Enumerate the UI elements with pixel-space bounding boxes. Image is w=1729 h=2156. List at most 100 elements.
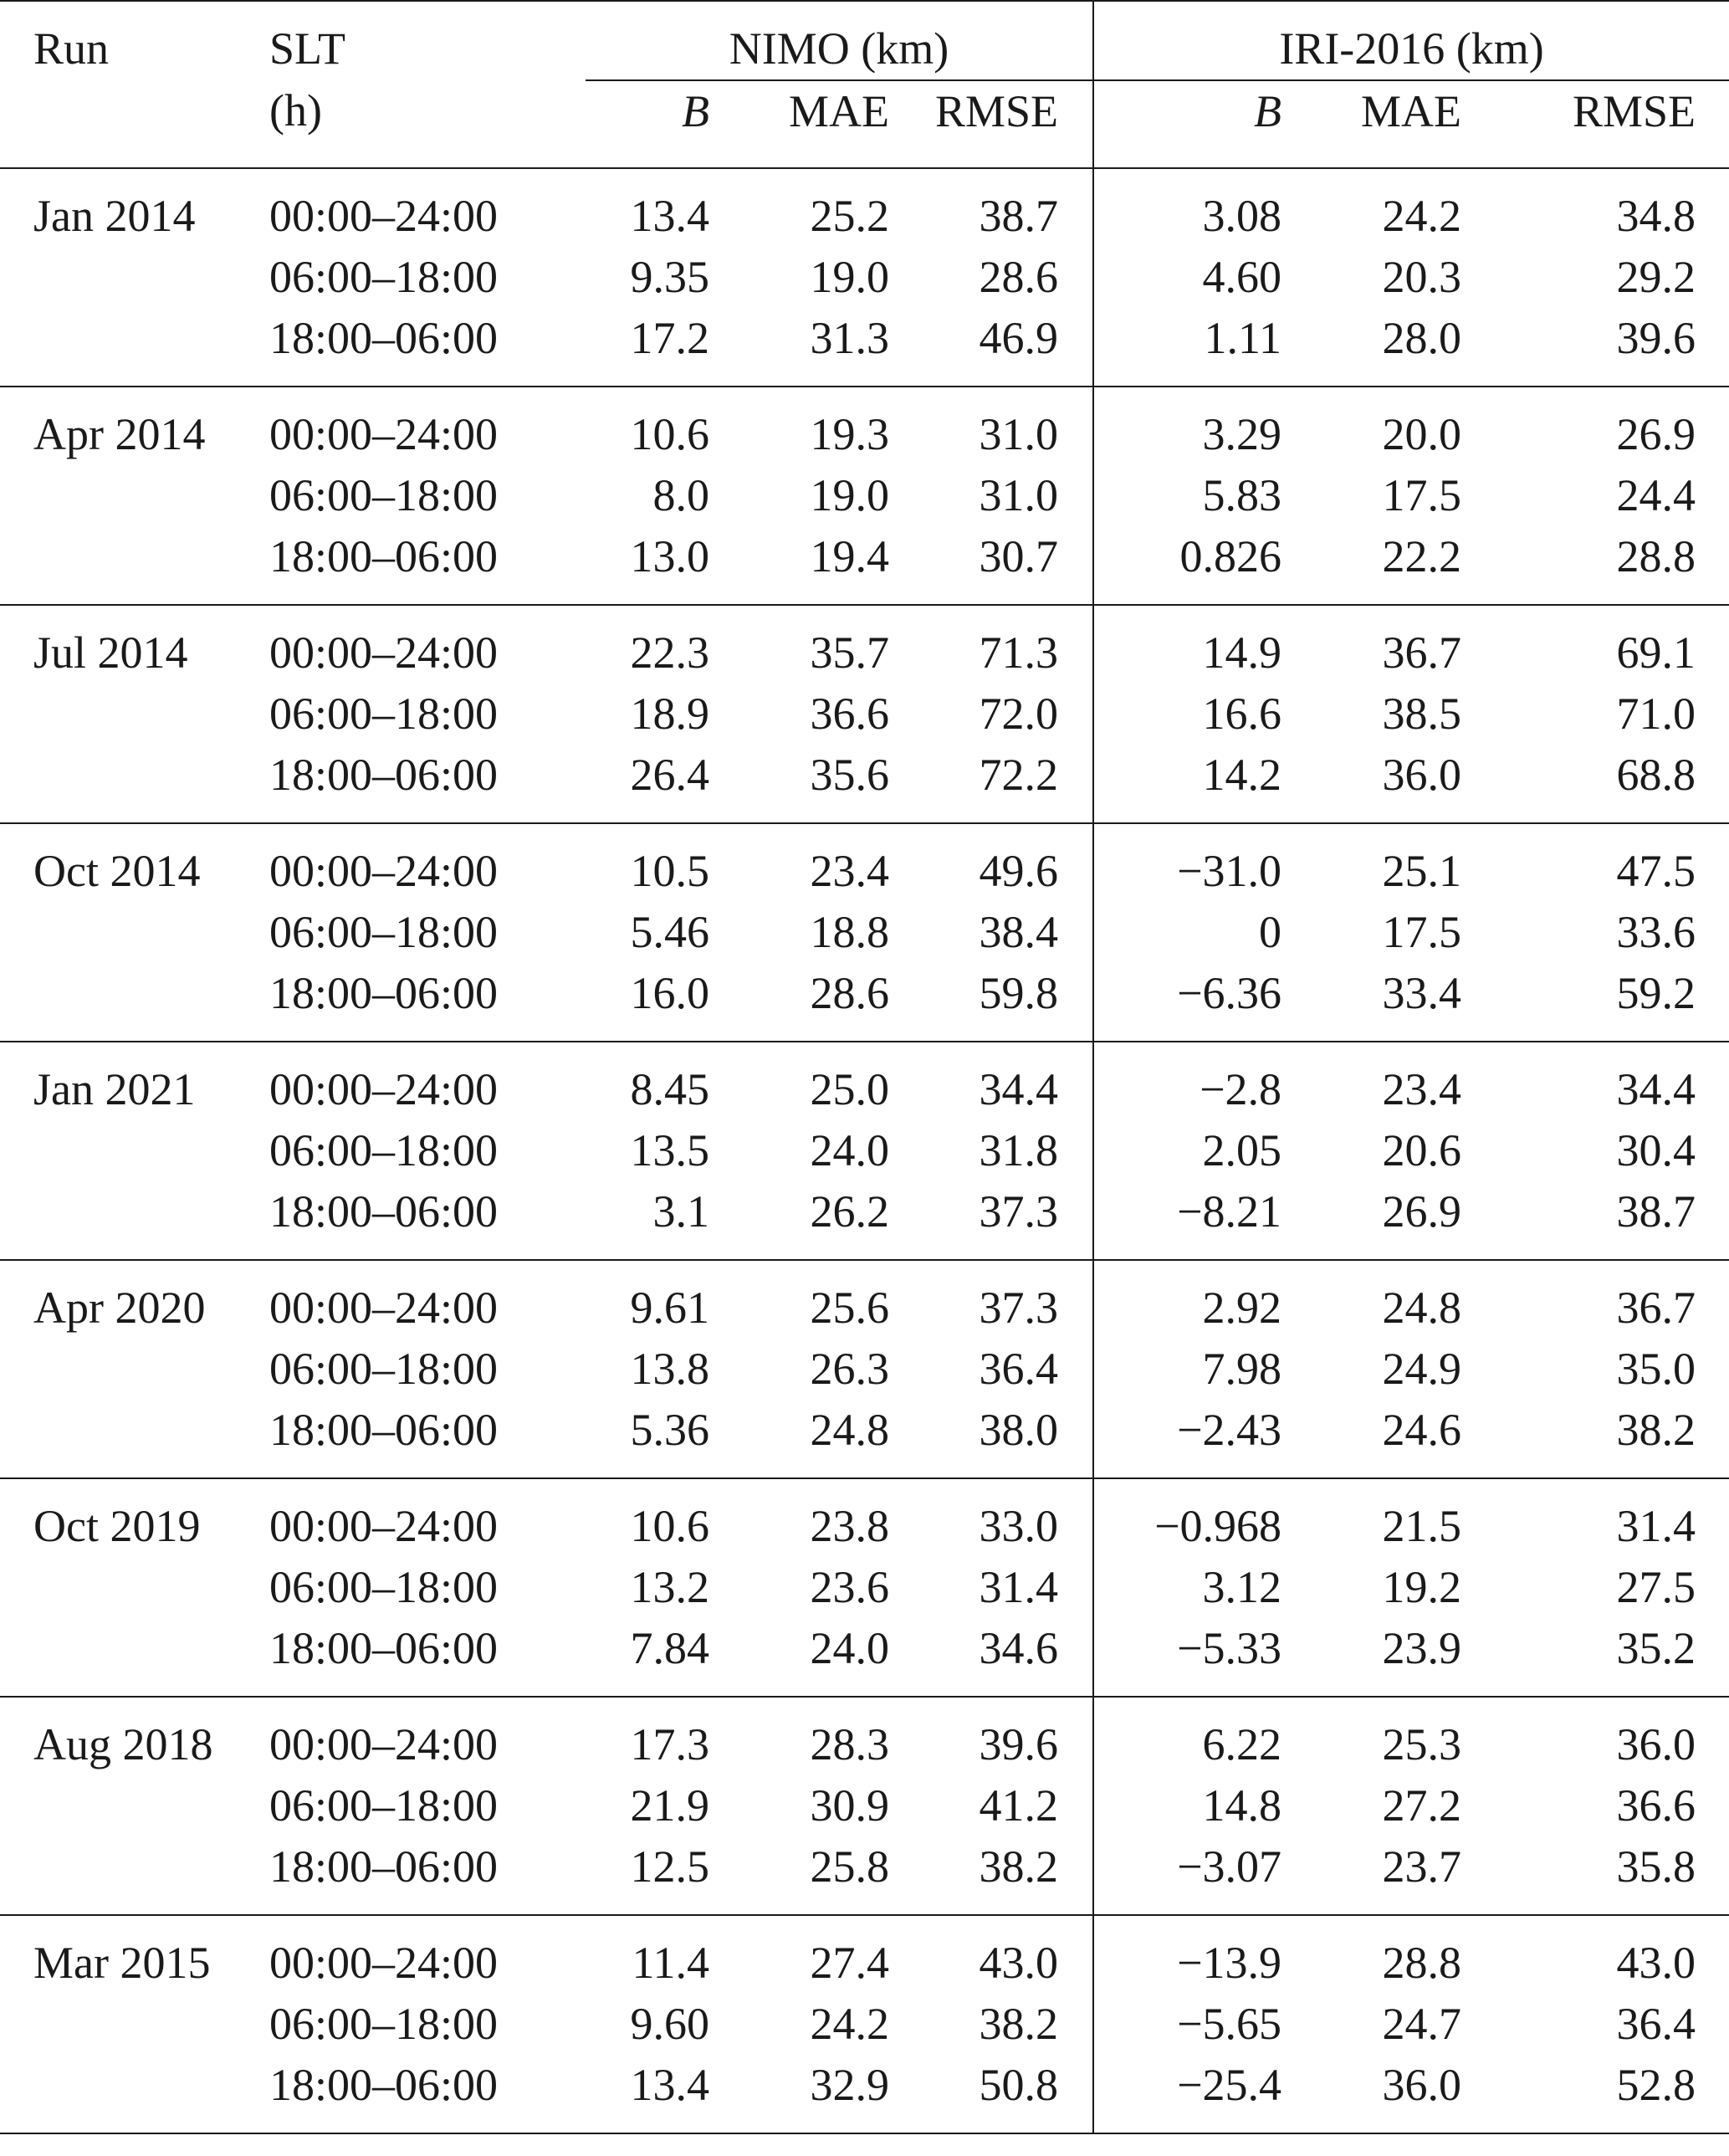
run-cell: Oct 2014 bbox=[33, 846, 201, 896]
nimo-b-cell: 10.5 bbox=[630, 846, 710, 896]
iri-mae-cell: 22.2 bbox=[1281, 526, 1462, 606]
nimo-b-cell: 13.2 bbox=[630, 1562, 710, 1612]
iri-mae-cell: 17.5 bbox=[1382, 907, 1462, 957]
slt-cell: 06:00–18:00 bbox=[269, 1562, 499, 1612]
iri-mae-cell: 23.7 bbox=[1281, 1836, 1462, 1916]
iri-rmse-cell: 69.1 bbox=[1616, 627, 1696, 678]
nimo-b-cell: 16.0 bbox=[586, 963, 709, 1042]
slt-cell: 00:00–24:00 bbox=[269, 191, 499, 241]
nimo-b-cell: 8.45 bbox=[630, 1064, 710, 1114]
nimo-b-cell: 17.3 bbox=[630, 1719, 710, 1769]
table-row: 18:00–06:00 13.0 19.4 30.7 0.826 22.2 28.8 bbox=[0, 526, 1729, 606]
iri-rmse-cell: 26.9 bbox=[1616, 409, 1696, 459]
run-cell bbox=[0, 1775, 269, 1836]
run-cell bbox=[0, 1618, 269, 1698]
iri-rmse-cell: 52.8 bbox=[1461, 2055, 1729, 2134]
iri-mae-cell: 36.0 bbox=[1281, 745, 1462, 824]
table-row: 06:00–18:00 13.8 26.3 36.4 7.98 24.9 35.0 bbox=[0, 1339, 1729, 1400]
table-row: Jan 2014 00:00–24:00 13.4 25.2 38.7 3.08 24.2 3… bbox=[0, 168, 1729, 247]
iri-rmse-cell: 29.2 bbox=[1616, 252, 1696, 302]
slt-cell: 18:00–06:00 bbox=[269, 745, 586, 824]
nimo-b-cell: 9.60 bbox=[630, 1999, 710, 2049]
run-cell: Aug 2018 bbox=[33, 1719, 213, 1769]
nimo-mae-cell: 18.8 bbox=[810, 907, 890, 957]
nimo-mae-cell: 26.2 bbox=[709, 1181, 889, 1261]
table-header: Run SLT NIMO (km) IRI-2016 (km) (h) B MA… bbox=[0, 0, 1729, 169]
nimo-mae-cell: 24.0 bbox=[709, 1618, 889, 1698]
table-row: Apr 2014 00:00–24:00 10.6 19.3 31.0 3.29 20.0 2… bbox=[0, 387, 1729, 465]
header-run: Run bbox=[0, 0, 269, 80]
run-cell bbox=[0, 308, 269, 387]
table-row: 06:00–18:00 8.0 19.0 31.0 5.83 17.5 24.4 bbox=[0, 465, 1729, 526]
table-row: 06:00–18:00 21.9 30.9 41.2 14.8 27.2 36.6 bbox=[0, 1775, 1729, 1836]
nimo-b-cell: 17.2 bbox=[586, 308, 709, 387]
nimo-mae-cell: 24.0 bbox=[810, 1125, 890, 1175]
iri-mae-cell: 38.5 bbox=[1382, 689, 1462, 739]
nimo-rmse-cell: 72.0 bbox=[979, 689, 1059, 739]
nimo-mae-cell: 25.6 bbox=[810, 1283, 890, 1333]
slt-cell: 00:00–24:00 bbox=[269, 1283, 499, 1333]
nimo-b-cell: 13.0 bbox=[586, 526, 709, 606]
nimo-b-cell: 3.1 bbox=[586, 1181, 709, 1261]
nimo-rmse-cell: 31.0 bbox=[979, 470, 1059, 520]
table-row: 18:00–06:00 17.2 31.3 46.9 1.11 28.0 39.6 bbox=[0, 308, 1729, 387]
iri-b-cell: 14.2 bbox=[1092, 745, 1282, 824]
slt-cell: 18:00–06:00 bbox=[269, 963, 586, 1042]
iri-rmse-cell: 24.4 bbox=[1616, 470, 1696, 520]
run-cell bbox=[0, 1400, 269, 1479]
nimo-rmse-cell: 72.2 bbox=[889, 745, 1094, 824]
run-cell bbox=[0, 902, 269, 963]
slt-cell: 18:00–06:00 bbox=[269, 1836, 586, 1916]
iri-b-cell: 14.9 bbox=[1092, 605, 1282, 684]
table-row: 18:00–06:00 12.5 25.8 38.2 −3.07 23.7 35.8 bbox=[0, 1836, 1729, 1916]
header-iri-mae: MAE bbox=[1281, 80, 1462, 169]
nimo-rmse-cell: 50.8 bbox=[889, 2055, 1094, 2134]
header-nimo-mae: MAE bbox=[709, 80, 889, 169]
nimo-mae-cell: 25.2 bbox=[810, 191, 890, 241]
iri-b-cell: −31.0 bbox=[1092, 823, 1282, 902]
iri-mae-cell: 25.1 bbox=[1382, 846, 1462, 896]
run-cell bbox=[0, 1994, 269, 2055]
iri-mae-cell: 17.5 bbox=[1382, 470, 1462, 520]
slt-cell: 06:00–18:00 bbox=[269, 1344, 499, 1394]
iri-b-cell: −2.43 bbox=[1092, 1400, 1282, 1479]
iri-mae-cell: 19.2 bbox=[1382, 1562, 1462, 1612]
nimo-rmse-cell: 28.6 bbox=[979, 252, 1059, 302]
nimo-rmse-cell: 41.2 bbox=[979, 1780, 1059, 1831]
header-iri-b: B bbox=[1092, 80, 1282, 169]
run-cell: Mar 2015 bbox=[33, 1938, 211, 1988]
slt-cell: 00:00–24:00 bbox=[269, 1501, 499, 1551]
iri-b-cell: 0 bbox=[1092, 902, 1282, 963]
iri-b-cell: −25.4 bbox=[1092, 2055, 1282, 2134]
nimo-rmse-cell: 34.6 bbox=[889, 1618, 1094, 1698]
iri-mae-cell: 36.7 bbox=[1382, 627, 1462, 678]
iri-mae-cell: 24.2 bbox=[1382, 191, 1462, 241]
nimo-b-cell: 13.8 bbox=[630, 1344, 710, 1394]
iri-b-cell: 0.826 bbox=[1092, 526, 1282, 606]
table-row: Aug 2018 00:00–24:00 17.3 28.3 39.6 6.22 25.3 3… bbox=[0, 1697, 1729, 1775]
nimo-rmse-cell: 36.4 bbox=[979, 1344, 1059, 1394]
iri-rmse-cell: 36.0 bbox=[1616, 1719, 1696, 1769]
iri-mae-cell: 20.3 bbox=[1382, 252, 1462, 302]
nimo-mae-cell: 25.0 bbox=[810, 1064, 890, 1114]
slt-cell: 18:00–06:00 bbox=[269, 1181, 586, 1261]
slt-cell: 00:00–24:00 bbox=[269, 1938, 499, 1988]
table-row: 18:00–06:00 13.4 32.9 50.8 −25.4 36.0 52.8 bbox=[0, 2055, 1729, 2134]
nimo-b-cell: 18.9 bbox=[630, 689, 710, 739]
nimo-mae-cell: 30.9 bbox=[810, 1780, 890, 1831]
table-row: Mar 2015 00:00–24:00 11.4 27.4 43.0 −13.9 28.8… bbox=[0, 1915, 1729, 1994]
slt-cell: 00:00–24:00 bbox=[269, 1719, 499, 1769]
iri-b-cell: 4.60 bbox=[1092, 247, 1282, 308]
nimo-rmse-cell: 31.0 bbox=[979, 409, 1059, 459]
run-cell bbox=[0, 247, 269, 308]
nimo-rmse-cell: 31.8 bbox=[979, 1125, 1059, 1175]
nimo-rmse-cell: 38.0 bbox=[889, 1400, 1094, 1479]
iri-b-cell: 3.12 bbox=[1092, 1557, 1282, 1618]
nimo-rmse-cell: 34.4 bbox=[979, 1064, 1059, 1114]
nimo-mae-cell: 23.8 bbox=[810, 1501, 890, 1551]
iri-mae-cell: 24.9 bbox=[1382, 1344, 1462, 1394]
nimo-b-cell: 9.35 bbox=[630, 252, 710, 302]
header-row-2: (h) B MAE RMSE B MAE RMSE bbox=[0, 80, 1729, 169]
nimo-rmse-cell: 37.3 bbox=[979, 1283, 1059, 1333]
table-row: 18:00–06:00 26.4 35.6 72.2 14.2 36.0 68.8 bbox=[0, 745, 1729, 824]
